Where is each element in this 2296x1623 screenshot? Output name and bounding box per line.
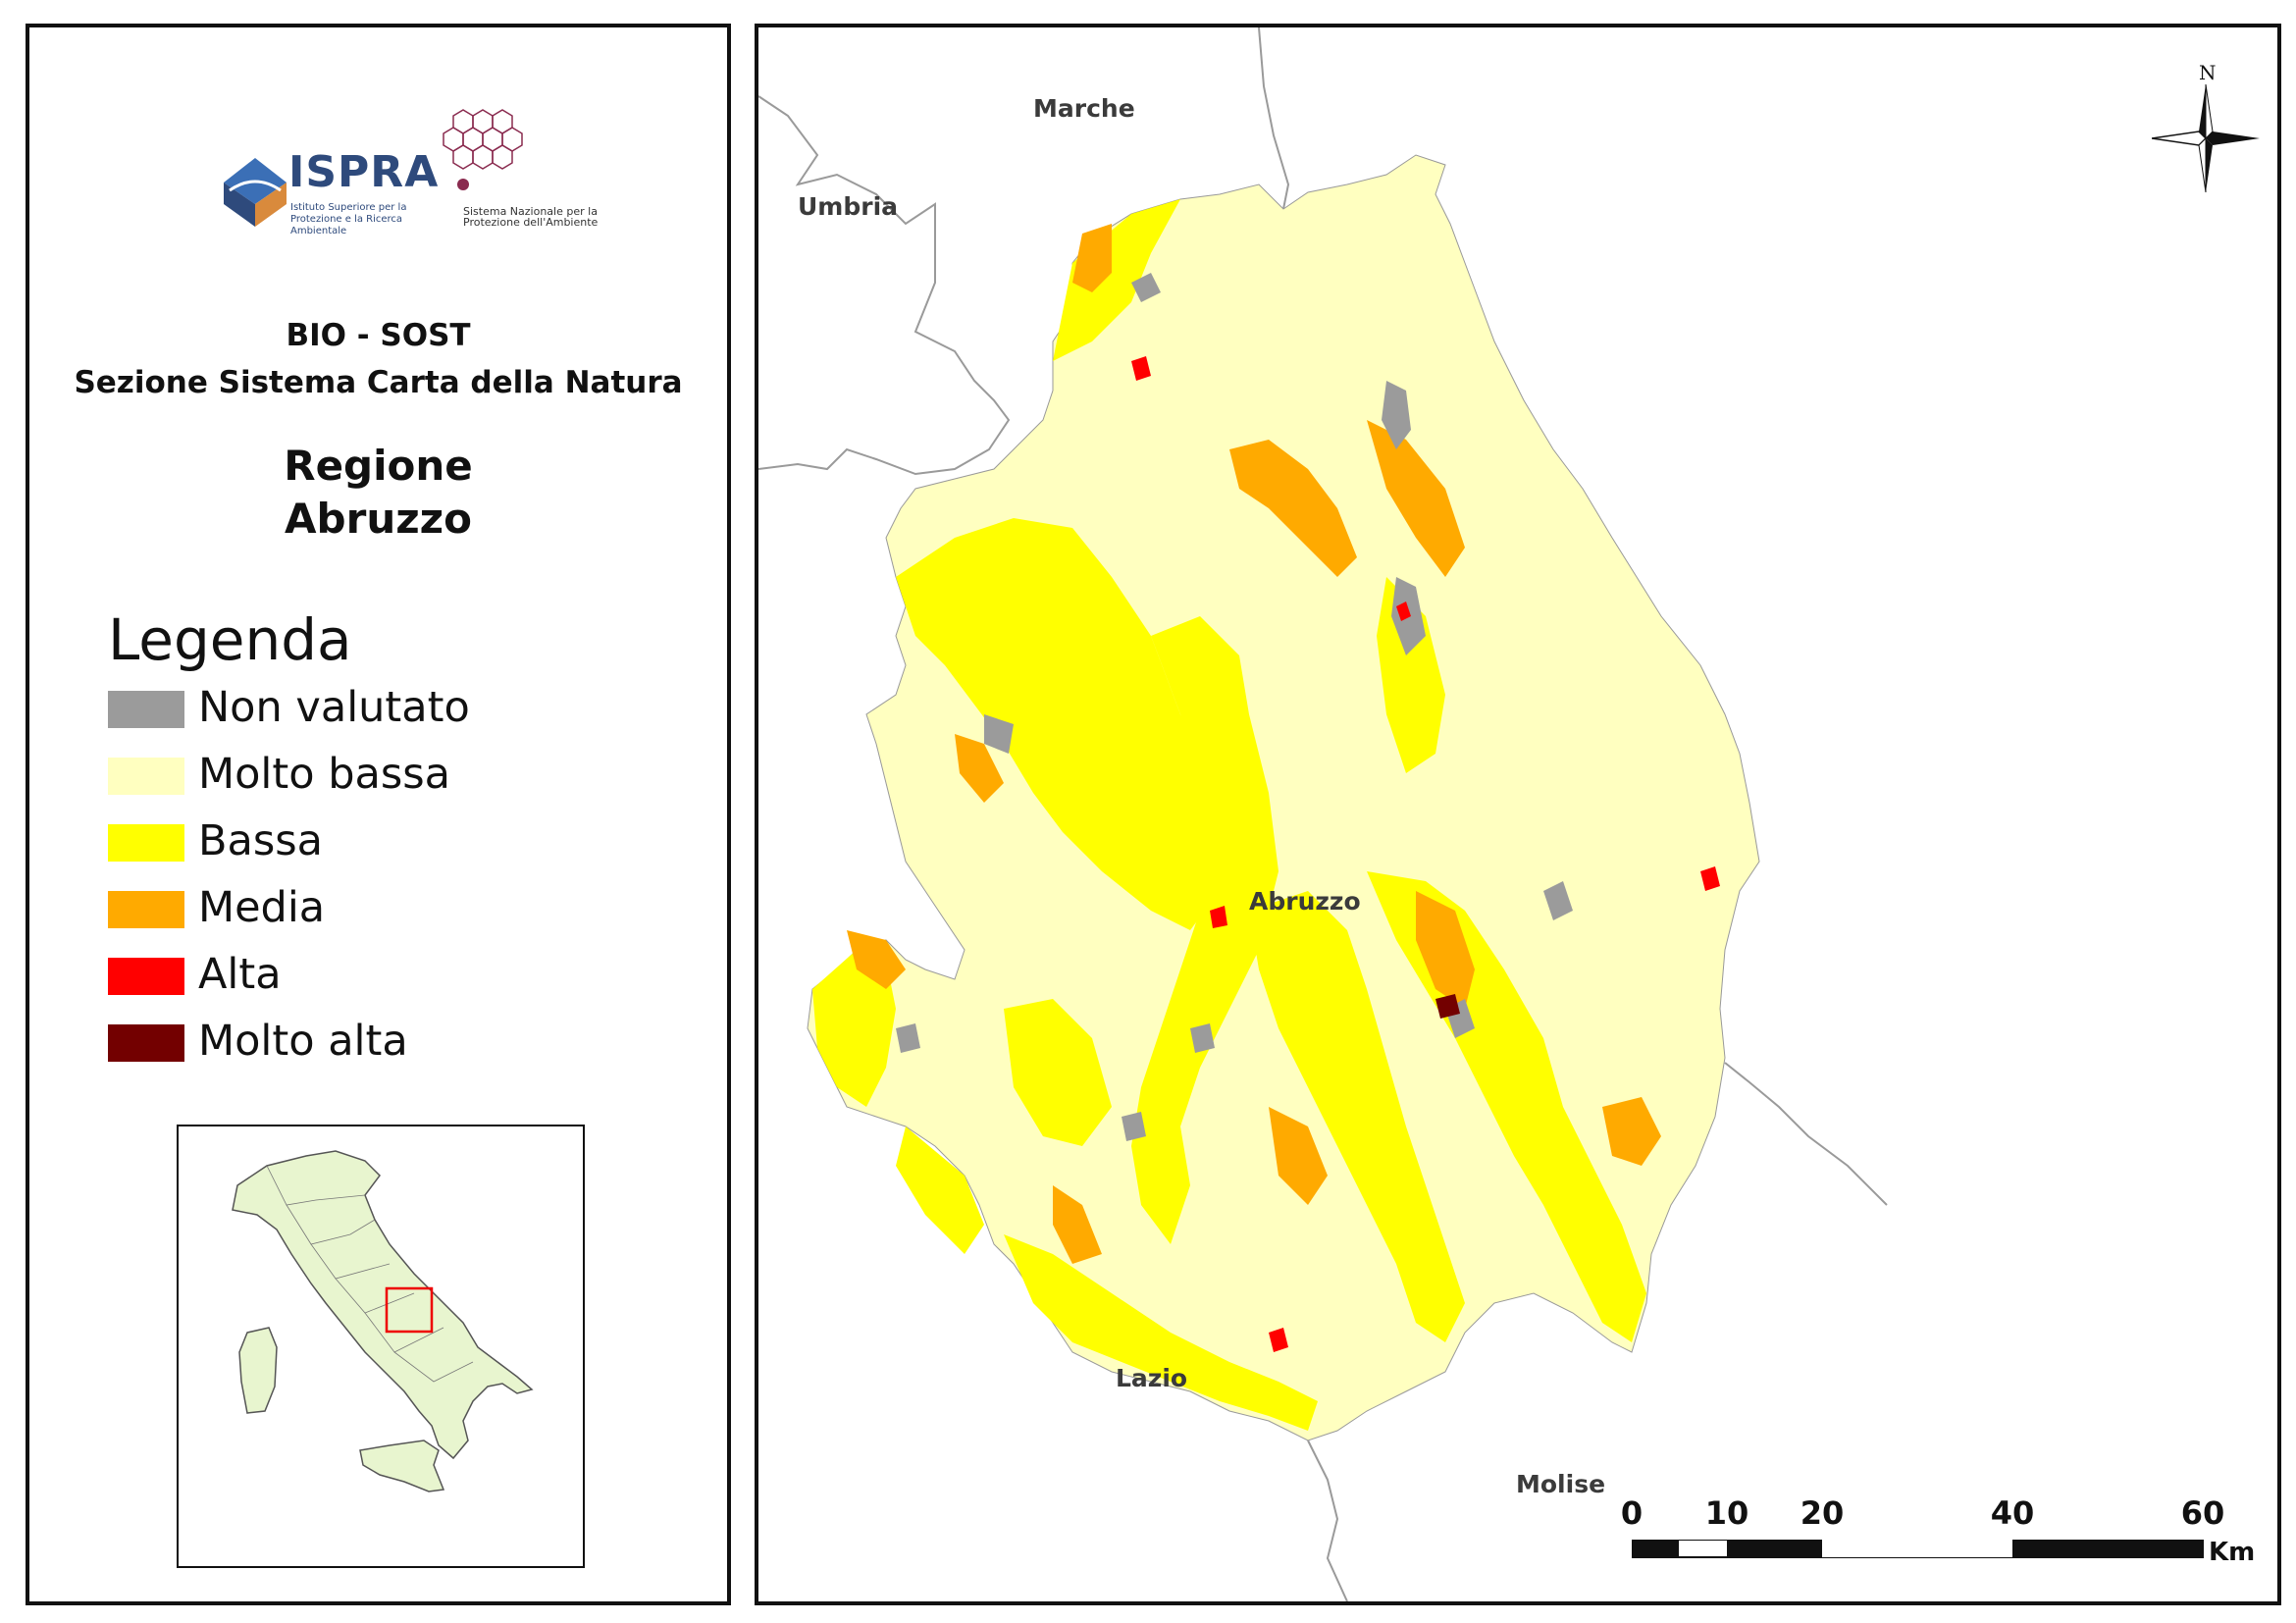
ispra-logo-icon bbox=[224, 158, 287, 227]
snpa-logo-icon bbox=[443, 109, 523, 190]
ispra-subtitle: Istituto Superiore per la Protezione e l… bbox=[290, 202, 407, 236]
map-label-marche: Marche bbox=[1033, 94, 1135, 123]
scale-tick-label: 0 bbox=[1620, 1494, 1644, 1532]
legend-label: Alta bbox=[198, 950, 282, 999]
ispra-name: ISPRA bbox=[288, 147, 440, 197]
legend-swatch bbox=[108, 691, 184, 728]
region-title-line2: Abruzzo bbox=[285, 495, 472, 543]
italy-outline bbox=[232, 1150, 534, 1492]
scale-tick-label: 40 bbox=[1990, 1494, 2035, 1532]
abruzzo-map bbox=[758, 27, 1888, 1601]
scale-bar-graphic bbox=[1632, 1540, 2204, 1558]
italy-inset-map bbox=[177, 1125, 585, 1568]
border-marche-umbria bbox=[758, 95, 1011, 476]
scale-tick-label: 10 bbox=[1704, 1494, 1749, 1532]
map-label-molise: Molise bbox=[1516, 1470, 1606, 1498]
legend-swatch bbox=[108, 824, 184, 862]
legend-swatch bbox=[108, 891, 184, 928]
snpa-subtitle: Sistema Nazionale per la Protezione dell… bbox=[463, 205, 599, 229]
italy-mainland bbox=[232, 1150, 534, 1460]
legend-title: Legenda bbox=[108, 606, 352, 673]
compass-rose-icon bbox=[2152, 84, 2260, 192]
north-label: N bbox=[2199, 61, 2217, 84]
org-title: BIO - SOST Sezione Sistema Carta della N… bbox=[29, 312, 727, 406]
sardinia bbox=[238, 1327, 278, 1414]
scale-tick-label: 60 bbox=[2180, 1494, 2225, 1532]
sicily bbox=[359, 1440, 445, 1492]
north-arrow: N bbox=[2152, 61, 2260, 192]
org-title-line1: BIO - SOST bbox=[286, 318, 471, 353]
legend-label: Molto alta bbox=[198, 1017, 408, 1066]
legend-swatch bbox=[108, 1024, 184, 1062]
map-label-umbria: Umbria bbox=[798, 192, 899, 221]
legend-swatch bbox=[108, 758, 184, 795]
legend-label: Molto bassa bbox=[198, 750, 450, 799]
legend-panel: ISPRA Istituto Superiore per la Protezio… bbox=[26, 24, 731, 1605]
scale-bar: 0 10 20 40 60 Km bbox=[1621, 1494, 2255, 1593]
border-marche-abruzzo bbox=[1258, 27, 1290, 210]
region-title: Regione Abruzzo bbox=[29, 440, 727, 546]
legend-swatch bbox=[108, 958, 184, 995]
logo-area: ISPRA Istituto Superiore per la Protezio… bbox=[186, 106, 599, 243]
border-lazio-south bbox=[1307, 1440, 1348, 1601]
border-molise-coast bbox=[1724, 1062, 1888, 1206]
scale-tick-label: 20 bbox=[1800, 1494, 1845, 1532]
legend-label: Bassa bbox=[198, 816, 324, 865]
map-label-abruzzo: Abruzzo bbox=[1249, 887, 1361, 916]
map-panel: Marche Umbria Abruzzo Lazio Molise N 0 1… bbox=[755, 24, 2281, 1605]
abruzzo-highlight bbox=[385, 1286, 434, 1334]
legend-label: Non valutato bbox=[198, 683, 470, 732]
map-label-lazio: Lazio bbox=[1116, 1364, 1188, 1392]
scale-unit: Km bbox=[2209, 1538, 2256, 1567]
legend-label: Media bbox=[198, 883, 326, 932]
region-title-line1: Regione bbox=[284, 442, 473, 490]
org-title-line2: Sezione Sistema Carta della Natura bbox=[74, 365, 683, 400]
